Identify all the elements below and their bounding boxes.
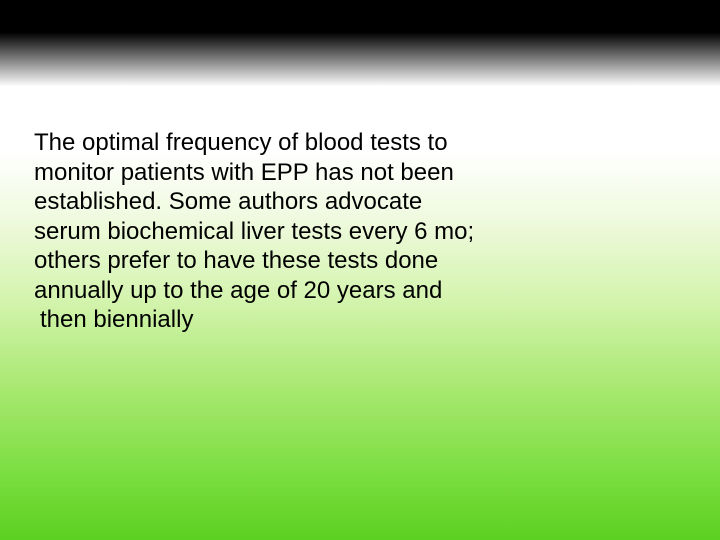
slide: The optimal frequency of blood tests to … [0, 0, 720, 540]
body-line: The optimal frequency of blood tests to [34, 129, 448, 156]
body-text: The optimal frequency of blood tests to … [34, 128, 604, 335]
body-line-last: then biennially [34, 305, 604, 335]
body-line: serum biochemical liver tests every 6 mo… [34, 218, 474, 245]
body-line: established. Some authors advocate [34, 188, 422, 215]
body-line: monitor patients with EPP has not been [34, 159, 454, 186]
body-line: others prefer to have these tests done [34, 247, 438, 274]
body-line: annually up to the age of 20 years and [34, 277, 442, 304]
body-content: The optimal frequency of blood tests to … [34, 128, 604, 335]
